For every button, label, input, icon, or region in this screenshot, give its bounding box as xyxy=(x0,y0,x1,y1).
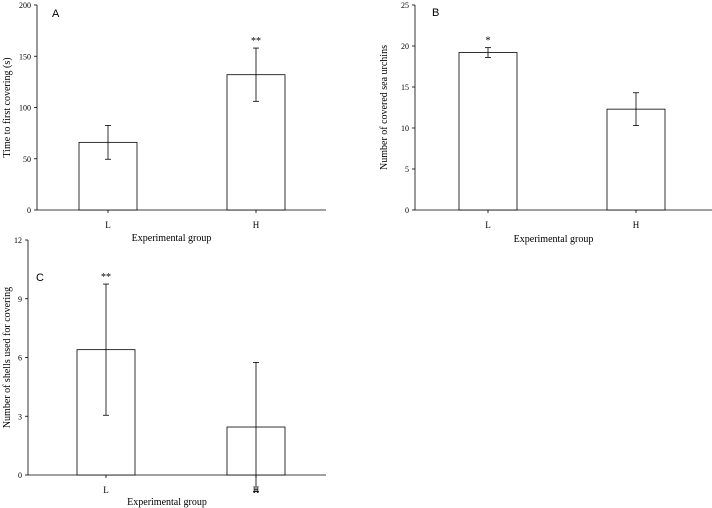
x-tick-label: L xyxy=(485,220,491,230)
significance-mark: ** xyxy=(251,36,261,47)
y-axis-title: Number of covered sea urchins xyxy=(379,45,390,170)
x-tick-label: H xyxy=(633,220,640,230)
y-tick-label: 15 xyxy=(401,83,409,92)
y-axis-title: Time to first covering (s) xyxy=(2,57,13,157)
y-tick-label: 9 xyxy=(18,295,22,304)
bar-l xyxy=(458,52,518,211)
y-tick-label: 3 xyxy=(18,412,22,421)
x-axis-title: Experimental group xyxy=(127,497,207,508)
y-axis-title: Number of shells used for covering xyxy=(2,287,13,428)
y-tick-label: 10 xyxy=(401,124,409,133)
y-tick-label: 0 xyxy=(27,206,31,215)
x-tick-label: H xyxy=(253,220,260,230)
panel-a: 0 50 100 150 200 L H ** Experimental group Time t… xyxy=(2,1,326,244)
x-tick-label: H xyxy=(253,485,260,495)
panel-c: 0 3 6 9 12 L ** H Experimental group Number of sh… xyxy=(2,236,326,508)
x-tick-label: L xyxy=(103,485,109,495)
y-tick-label: 0 xyxy=(405,206,409,215)
x-tick-label: L xyxy=(105,220,111,230)
y-tick-label: 20 xyxy=(401,42,409,51)
panel-b: 0 5 10 15 20 25 L * H Experimental group Number of… xyxy=(379,1,712,245)
panel-label: A xyxy=(52,8,60,20)
y-tick-label: 200 xyxy=(19,1,31,10)
y-tick-label: 150 xyxy=(19,52,31,61)
y-tick-label: 100 xyxy=(19,104,31,113)
y-tick-label: 5 xyxy=(405,165,409,174)
y-tick-label: 0 xyxy=(18,471,22,480)
panel-label: C xyxy=(36,272,44,284)
significance-mark: * xyxy=(486,36,491,47)
x-axis-title: Experimental group xyxy=(132,233,212,244)
y-tick-label: 12 xyxy=(14,236,22,245)
x-axis-title: Experimental group xyxy=(514,234,594,245)
significance-mark: ** xyxy=(101,272,111,283)
y-tick-label: 50 xyxy=(23,155,31,164)
panel-label: B xyxy=(432,7,439,19)
y-tick-label: 25 xyxy=(401,1,409,10)
bar-h xyxy=(606,108,666,211)
y-tick-label: 6 xyxy=(18,354,22,363)
